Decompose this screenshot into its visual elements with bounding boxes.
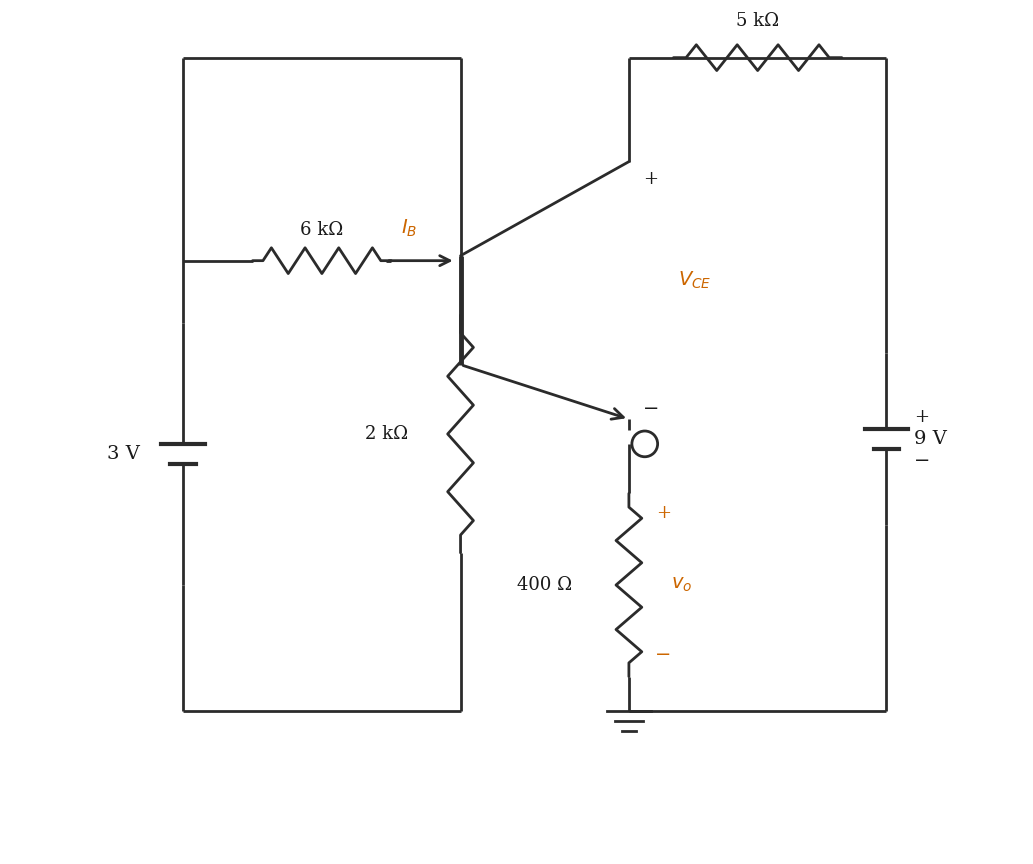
Text: +: + bbox=[644, 170, 658, 188]
Text: +: + bbox=[656, 505, 671, 522]
Text: −: − bbox=[655, 645, 671, 664]
Text: $v_o$: $v_o$ bbox=[670, 576, 692, 594]
Text: 3 V: 3 V bbox=[107, 445, 140, 463]
Text: 5 kΩ: 5 kΩ bbox=[737, 12, 779, 30]
Text: 6 kΩ: 6 kΩ bbox=[301, 221, 344, 238]
Text: −: − bbox=[914, 452, 931, 470]
Text: +: + bbox=[914, 408, 929, 426]
Text: −: − bbox=[643, 400, 659, 418]
Text: $I_B$: $I_B$ bbox=[401, 218, 417, 238]
Text: 400 Ω: 400 Ω bbox=[518, 576, 572, 594]
Text: 9 V: 9 V bbox=[914, 430, 947, 448]
Text: 2 kΩ: 2 kΩ bbox=[365, 425, 408, 443]
Text: $V_{CE}$: $V_{CE}$ bbox=[679, 270, 712, 291]
